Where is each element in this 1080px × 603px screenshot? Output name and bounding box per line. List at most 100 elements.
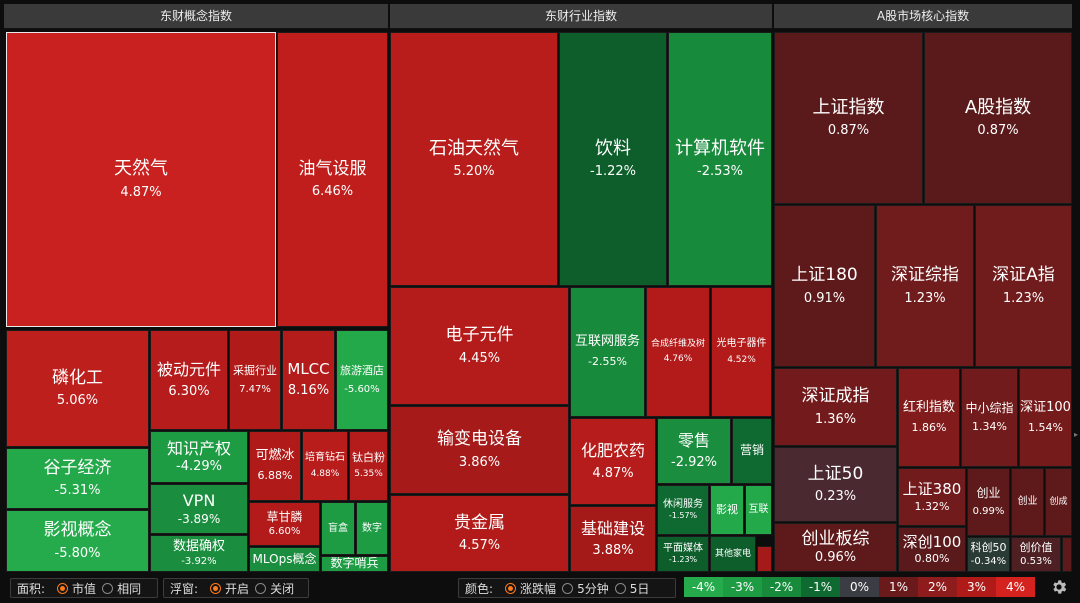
treemap-tile[interactable]: 盲盒	[321, 502, 355, 555]
tile-change: -5.60%	[344, 383, 380, 395]
treemap-tile[interactable]: 数字哨兵	[321, 556, 388, 572]
treemap-tile[interactable]: 知识产权 -4.29%	[150, 431, 248, 483]
treemap-tile[interactable]: MLCC 8.16%	[282, 330, 335, 430]
treemap-tile[interactable]: 创业 0.99%	[967, 468, 1010, 536]
scroll-indicator[interactable]: ▸	[1074, 430, 1079, 439]
treemap-tile[interactable]: 旅游酒店 -5.60%	[336, 330, 388, 430]
float-off-label[interactable]: 关闭	[270, 581, 295, 596]
treemap-tile[interactable]: 油气设服 6.46%	[277, 32, 388, 327]
color-5min-label[interactable]: 5分钟	[577, 581, 609, 596]
treemap-tile[interactable]: 创业	[1011, 468, 1044, 536]
treemap-tile[interactable]: 平面媒体 -1.23%	[657, 536, 709, 572]
tile-name: 磷化工	[52, 367, 103, 388]
gear-icon[interactable]	[1050, 578, 1068, 596]
tile-name: 光电子器件	[716, 338, 767, 350]
color-5day-label[interactable]: 5日	[629, 581, 650, 596]
treemap-tile[interactable]: 计算机软件 -2.53%	[668, 32, 772, 286]
tile-change: 1.32%	[914, 499, 950, 513]
color-change-label[interactable]: 涨跌幅	[520, 581, 557, 596]
tile-change: 6.88%	[257, 469, 293, 483]
treemap-tile[interactable]: 影视	[710, 485, 744, 535]
treemap-tile[interactable]: 影视概念 -5.80%	[6, 510, 149, 572]
treemap-tile[interactable]: 数字	[356, 502, 388, 555]
tile-name: 化肥农药	[580, 441, 645, 461]
treemap-tile[interactable]: 深证100 1.54%	[1019, 368, 1072, 467]
tile-change: 8.16%	[287, 383, 330, 399]
treemap-tile[interactable]: 石油天然气 5.20%	[390, 32, 558, 286]
tile-change: -1.57%	[668, 511, 698, 521]
area-equal-label[interactable]: 相同	[117, 581, 142, 596]
tile-name: 影视	[716, 502, 738, 516]
tile-name: 零售	[677, 430, 710, 450]
area-marketcap-label[interactable]: 市值	[72, 581, 97, 596]
tile-change: -0.34%	[970, 556, 1007, 568]
treemap-tile[interactable]: 创价值 0.53%	[1011, 537, 1061, 572]
treemap-tile[interactable]: 互联网服务 -2.55%	[570, 287, 645, 417]
color-5day-radio[interactable]	[614, 582, 626, 594]
treemap-tile[interactable]: 营销	[732, 418, 772, 484]
treemap-tile[interactable]: VPN -3.89%	[150, 484, 248, 534]
treemap-tile[interactable]: 深创100 0.80%	[898, 527, 966, 572]
legend-swatch: 2%	[918, 577, 957, 597]
treemap-tile[interactable]: 饮料 -1.22%	[559, 32, 667, 286]
treemap-tile[interactable]: 天然气 4.87%	[6, 32, 276, 327]
tile-name: 旅游酒店	[340, 364, 384, 378]
treemap-tile[interactable]: 被动元件 6.30%	[150, 330, 228, 430]
treemap-tile[interactable]: 零售 -2.92%	[657, 418, 731, 484]
float-on-label[interactable]: 开启	[225, 581, 250, 596]
area-marketcap-radio[interactable]	[57, 582, 69, 594]
treemap-tile[interactable]: MLOps概念	[249, 547, 320, 572]
treemap-tile[interactable]: 上证50 0.23%	[774, 447, 897, 522]
treemap-tile[interactable]: 化肥农药 4.87%	[570, 418, 656, 505]
float-on-radio[interactable]	[210, 582, 222, 594]
treemap-tile[interactable]: 输变电设备 3.86%	[390, 406, 569, 494]
treemap-tile[interactable]: 上证指数 0.87%	[774, 32, 923, 204]
treemap-tile[interactable]: 创业板综 0.96%	[774, 523, 897, 572]
treemap-tile[interactable]: 钛白粉 5.35%	[349, 431, 388, 501]
treemap-tile[interactable]: 可燃冰 6.88%	[249, 431, 301, 501]
treemap-tile[interactable]: 创成	[1045, 468, 1072, 536]
treemap-tile[interactable]: 光电子器件 4.52%	[711, 287, 772, 417]
treemap-tile[interactable]: 草甘膦 6.60%	[249, 502, 320, 546]
tile-change: 4.45%	[458, 350, 501, 366]
tile-name: 平面媒体	[663, 542, 703, 554]
treemap-tile[interactable]: 休闲服务 -1.57%	[657, 485, 709, 535]
treemap-tile[interactable]	[1062, 537, 1072, 572]
treemap-tile[interactable]: 其他家电	[710, 536, 756, 572]
tile-name: 草甘膦	[266, 509, 303, 524]
tile-change: 0.80%	[914, 552, 950, 566]
treemap-tile[interactable]: 贵金属 4.57%	[390, 495, 569, 572]
float-off-radio[interactable]	[255, 582, 267, 594]
treemap-tile[interactable]: 深证成指 1.36%	[774, 368, 897, 446]
treemap-tile[interactable]: 培育钻石 4.88%	[302, 431, 348, 501]
tile-name: A股指数	[964, 96, 1032, 118]
treemap-tile[interactable]: 上证380 1.32%	[898, 468, 966, 526]
tile-change: 5.06%	[56, 393, 99, 409]
treemap-tile[interactable]: 红利指数 1.86%	[898, 368, 960, 467]
color-5min-radio[interactable]	[562, 582, 574, 594]
tile-name: 饮料	[595, 137, 631, 159]
area-equal-radio[interactable]	[102, 582, 114, 594]
tile-name: 深创100	[902, 532, 962, 551]
treemap-tile[interactable]: 数据确权 -3.92%	[150, 535, 248, 572]
tile-name: 上证380	[902, 480, 962, 499]
treemap-tile[interactable]: 深证A指 1.23%	[975, 205, 1072, 367]
treemap-tile[interactable]: 磷化工 5.06%	[6, 330, 149, 447]
treemap-tile[interactable]	[757, 546, 772, 572]
treemap-tile[interactable]: 谷子经济 -5.31%	[6, 448, 149, 509]
treemap-tile[interactable]: 电子元件 4.45%	[390, 287, 569, 405]
color-legend: -4% -3% -2% -1% 0% 1% 2% 3% 4%	[684, 577, 1035, 597]
treemap-tile[interactable]: 深证综指 1.23%	[876, 205, 974, 367]
tile-name: 合成纤维及树	[650, 338, 705, 349]
treemap-tile[interactable]: A股指数 0.87%	[924, 32, 1072, 204]
treemap-tile[interactable]: 科创50 -0.34%	[967, 537, 1010, 572]
color-change-radio[interactable]	[505, 582, 517, 594]
treemap-tile[interactable]: 互联	[745, 485, 772, 535]
treemap-tile[interactable]: 基础建设 3.88%	[570, 506, 656, 572]
treemap-tile[interactable]: 中小综指 1.34%	[961, 368, 1018, 467]
treemap-tile[interactable]: 上证180 0.91%	[774, 205, 875, 367]
tile-change: 5.35%	[354, 469, 383, 480]
tile-name: 上证50	[807, 463, 864, 484]
treemap-tile[interactable]: 采掘行业 7.47%	[229, 330, 281, 430]
treemap-tile[interactable]: 合成纤维及树 4.76%	[646, 287, 710, 417]
